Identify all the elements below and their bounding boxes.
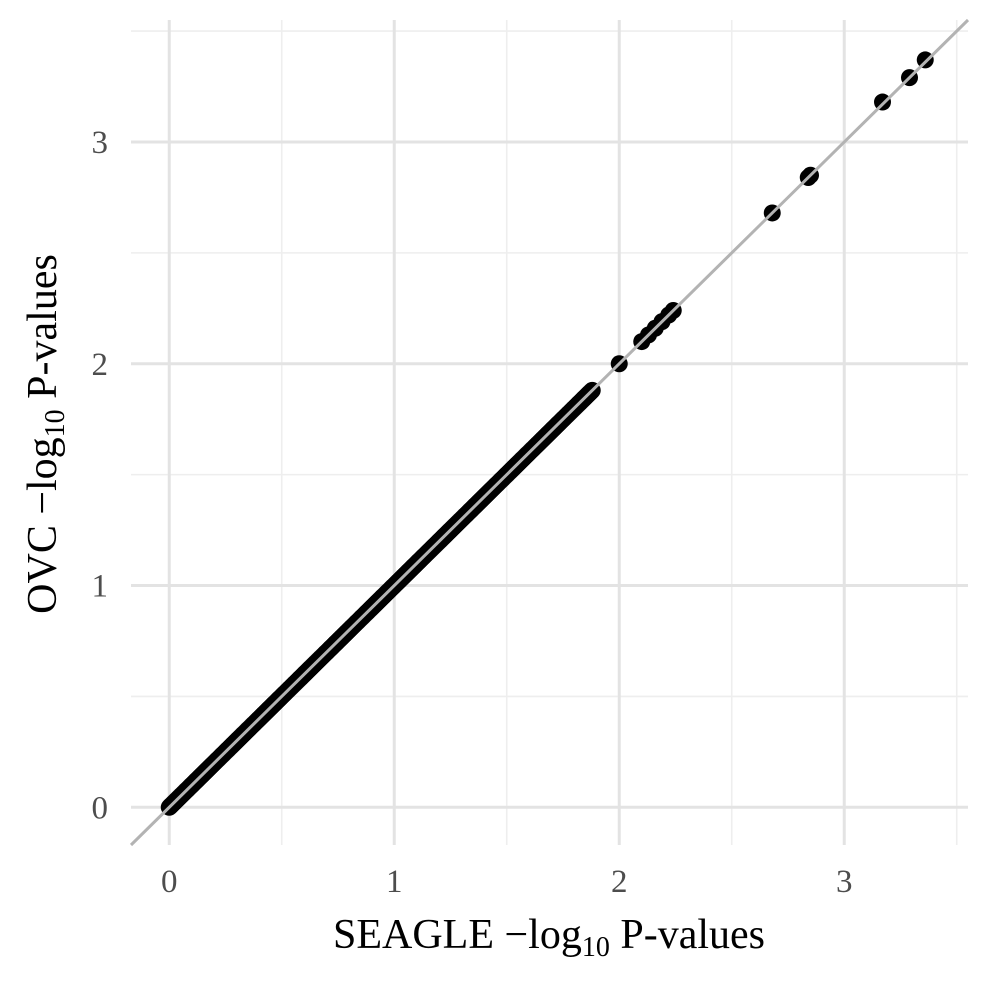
y-tick-label: 2 bbox=[92, 347, 109, 383]
x-tick-label: 2 bbox=[611, 864, 628, 900]
reference-line-layer bbox=[129, 18, 970, 847]
y-tick-label: 3 bbox=[92, 125, 109, 161]
y-tick-label: 1 bbox=[92, 569, 109, 605]
x-axis-title: SEAGLE −log10 P-values bbox=[333, 912, 765, 963]
x-tick-label: 3 bbox=[836, 864, 853, 900]
grid bbox=[131, 20, 968, 845]
identity-reference-line bbox=[129, 18, 970, 847]
y-axis-title: OVC −log10 P-values bbox=[20, 254, 71, 614]
x-tick-label: 0 bbox=[161, 864, 178, 900]
x-tick-label: 1 bbox=[386, 864, 403, 900]
data-point bbox=[916, 51, 934, 69]
data-point bbox=[874, 93, 891, 111]
y-tick-labels: 0 1 2 3 bbox=[92, 125, 109, 826]
y-tick-label: 0 bbox=[92, 790, 109, 826]
x-tick-labels: 0 1 2 3 bbox=[161, 864, 853, 900]
